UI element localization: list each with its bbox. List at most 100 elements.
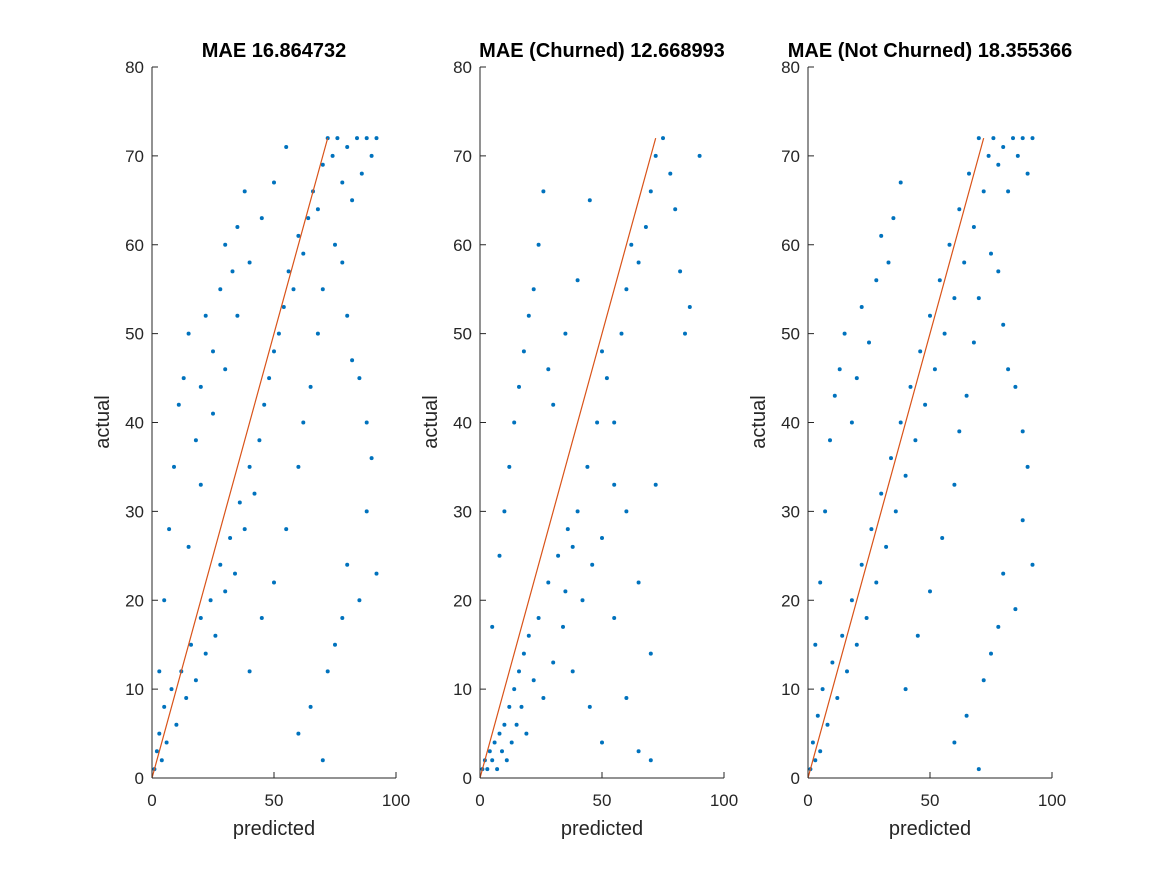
data-point bbox=[595, 420, 600, 425]
data-point bbox=[345, 145, 350, 149]
data-point bbox=[1001, 145, 1006, 149]
data-point bbox=[903, 473, 908, 478]
data-point bbox=[167, 527, 172, 532]
data-point bbox=[874, 278, 879, 283]
data-point bbox=[849, 420, 854, 425]
data-point bbox=[636, 260, 641, 265]
data-point bbox=[369, 153, 374, 158]
data-point bbox=[315, 331, 320, 336]
data-point bbox=[570, 544, 575, 549]
data-point bbox=[928, 589, 932, 594]
y-tick-label: 10 bbox=[125, 680, 144, 699]
data-point bbox=[374, 571, 379, 576]
data-point bbox=[687, 305, 692, 309]
data-point bbox=[490, 624, 495, 629]
data-point bbox=[867, 340, 871, 345]
data-point bbox=[957, 429, 962, 434]
data-point bbox=[186, 331, 191, 336]
scatter-points bbox=[480, 136, 702, 772]
data-point bbox=[189, 642, 193, 647]
data-point bbox=[320, 162, 325, 167]
x-tick-label: 0 bbox=[475, 791, 484, 810]
data-point bbox=[879, 491, 884, 496]
data-point bbox=[673, 207, 678, 212]
data-point bbox=[898, 420, 903, 425]
data-point bbox=[531, 678, 536, 683]
y-tick-label: 60 bbox=[781, 236, 800, 255]
data-point bbox=[1025, 464, 1030, 469]
data-point bbox=[181, 376, 186, 381]
data-point bbox=[854, 376, 859, 381]
data-point bbox=[517, 669, 521, 674]
data-point bbox=[301, 251, 306, 256]
data-point bbox=[306, 216, 311, 221]
data-point bbox=[169, 687, 174, 692]
y-ticks: 0 10 20 30 40 50 60 70 80 bbox=[781, 58, 814, 788]
x-tick-label: 100 bbox=[710, 791, 738, 810]
data-point bbox=[235, 313, 240, 318]
data-point bbox=[629, 242, 634, 247]
data-point bbox=[874, 580, 879, 585]
y-axis-label: actual bbox=[748, 395, 770, 448]
data-point bbox=[923, 402, 928, 407]
data-point bbox=[908, 384, 913, 389]
data-point bbox=[996, 624, 1001, 629]
y-tick-label: 50 bbox=[125, 325, 144, 344]
data-point bbox=[296, 731, 301, 736]
data-point bbox=[918, 349, 923, 354]
y-tick-label: 80 bbox=[453, 58, 472, 77]
data-point bbox=[495, 767, 500, 772]
y-tick-label: 30 bbox=[453, 502, 472, 521]
data-point bbox=[364, 420, 369, 425]
data-point bbox=[840, 633, 845, 638]
data-point bbox=[357, 598, 362, 603]
data-point bbox=[203, 313, 208, 318]
data-point bbox=[845, 669, 849, 674]
data-point bbox=[252, 491, 257, 496]
data-point bbox=[223, 589, 228, 594]
data-point bbox=[915, 633, 920, 638]
data-point bbox=[967, 171, 971, 176]
data-point bbox=[886, 260, 891, 265]
scatter-points bbox=[152, 136, 379, 772]
data-point bbox=[624, 696, 629, 700]
data-point bbox=[964, 713, 969, 718]
data-point bbox=[233, 571, 237, 576]
data-point bbox=[556, 553, 561, 558]
data-point bbox=[820, 687, 825, 692]
data-point bbox=[223, 367, 228, 372]
data-point bbox=[996, 162, 1001, 167]
data-point bbox=[284, 527, 289, 532]
data-point bbox=[898, 180, 903, 185]
data-point bbox=[981, 189, 986, 194]
data-point bbox=[653, 482, 658, 487]
data-point bbox=[952, 482, 957, 487]
data-point bbox=[604, 376, 609, 381]
y-ticks: 0 10 20 30 40 50 60 70 80 bbox=[453, 58, 486, 788]
data-point bbox=[575, 509, 580, 514]
y-tick-label: 40 bbox=[125, 414, 144, 433]
data-point bbox=[272, 180, 276, 185]
x-tick-label: 50 bbox=[593, 791, 612, 810]
y-tick-label: 80 bbox=[125, 58, 144, 77]
data-point bbox=[512, 687, 517, 692]
data-point bbox=[512, 420, 517, 425]
data-point bbox=[284, 145, 289, 149]
x-ticks: 0 50 100 bbox=[803, 772, 1066, 810]
data-point bbox=[563, 331, 568, 336]
data-point bbox=[648, 189, 653, 194]
data-point bbox=[308, 384, 313, 389]
data-point bbox=[991, 136, 996, 141]
data-point bbox=[619, 331, 624, 336]
x-tick-label: 0 bbox=[147, 791, 156, 810]
data-point bbox=[563, 589, 568, 594]
data-point bbox=[879, 233, 884, 238]
data-point bbox=[497, 553, 502, 558]
data-point bbox=[648, 651, 653, 656]
data-point bbox=[247, 669, 252, 674]
fit-line bbox=[807, 137, 985, 779]
x-tick-label: 50 bbox=[921, 791, 940, 810]
data-point bbox=[325, 136, 330, 141]
data-point bbox=[612, 420, 617, 425]
